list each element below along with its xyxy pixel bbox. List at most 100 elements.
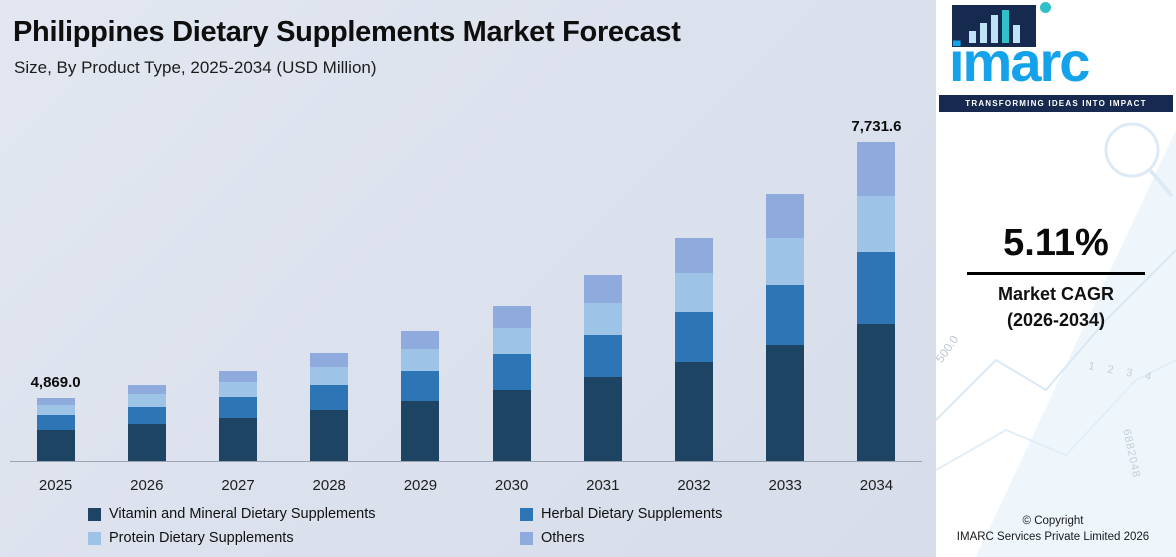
x-axis-label: 2031 bbox=[586, 477, 620, 494]
stacked-bar bbox=[401, 331, 440, 462]
bar-segment bbox=[401, 370, 440, 401]
x-axis-label: 2029 bbox=[403, 477, 438, 494]
bar-column: 2031 bbox=[557, 100, 648, 520]
logo-bar-icon bbox=[1001, 10, 1009, 43]
legend-swatch bbox=[520, 531, 533, 545]
stacked-bar bbox=[127, 385, 166, 462]
bar-segment bbox=[583, 377, 622, 462]
legend-item: Others bbox=[520, 530, 722, 546]
x-axis-label: 2030 bbox=[494, 477, 529, 494]
legend-swatch bbox=[88, 507, 101, 521]
stacked-bar bbox=[492, 305, 531, 462]
copyright: © Copyright IMARC Services Private Limit… bbox=[936, 513, 1170, 546]
x-axis-label: 2027 bbox=[221, 477, 255, 494]
bar-segment bbox=[310, 352, 349, 367]
bar-column: 2026 bbox=[101, 100, 192, 520]
bar-segment bbox=[857, 252, 896, 325]
cagr-value: 5.11% bbox=[1003, 222, 1109, 264]
bar-segment bbox=[310, 384, 349, 410]
copyright-line1: © Copyright bbox=[1022, 514, 1084, 527]
cagr-label: Market CAGR bbox=[997, 284, 1115, 304]
bar-segment bbox=[492, 389, 531, 462]
page-title: Philippines Dietary Supplements Market F… bbox=[13, 16, 681, 48]
bar-column: 7,731.6 2034 bbox=[831, 100, 922, 520]
bar-column: 2030 bbox=[466, 100, 557, 520]
bar-segment bbox=[583, 274, 622, 304]
bar-value-label: 7,731.6 bbox=[851, 118, 902, 135]
bar-segment bbox=[857, 142, 896, 197]
bar-segment bbox=[219, 417, 257, 462]
stacked-bar bbox=[310, 352, 349, 462]
x-axis-label: 2033 bbox=[768, 477, 802, 494]
bar-column: 2029 bbox=[375, 100, 466, 520]
logo-bar-icon bbox=[1012, 25, 1020, 43]
bar-segment bbox=[766, 238, 805, 285]
bar-segment bbox=[401, 400, 440, 462]
bar-segment bbox=[492, 305, 531, 328]
bar-segment bbox=[675, 311, 714, 363]
legend-item: Herbal Dietary Supplements bbox=[520, 506, 722, 522]
bar-column: 2033 bbox=[740, 100, 831, 520]
logo-bar-icon bbox=[968, 31, 976, 43]
bar-segment bbox=[219, 381, 257, 397]
logo-bar-icon bbox=[979, 23, 987, 43]
bar-column: 2032 bbox=[648, 100, 739, 520]
stacked-bar bbox=[766, 194, 805, 462]
bar-segment bbox=[766, 194, 805, 239]
bar-segment bbox=[127, 424, 166, 462]
plot-columns: 4,869.0 2025 2026 2027 2028 2029 2030 2031 2032 2… bbox=[10, 100, 922, 520]
bar-segment bbox=[675, 238, 714, 274]
legend-swatch bbox=[88, 531, 101, 545]
bar-segment bbox=[492, 327, 531, 355]
bar-segment bbox=[675, 362, 714, 462]
bar-segment bbox=[492, 354, 531, 390]
bar-segment bbox=[219, 370, 257, 382]
bar-segment bbox=[36, 398, 75, 406]
bar-segment bbox=[583, 334, 622, 378]
x-axis-label: 2032 bbox=[677, 477, 711, 494]
legend-item: Vitamin and Mineral Dietary Supplements bbox=[88, 506, 520, 522]
bar-column: 2028 bbox=[284, 100, 375, 520]
bar-segment bbox=[36, 415, 75, 430]
logo-bar-icon bbox=[990, 15, 998, 43]
imarc-logo-text: imarc bbox=[949, 30, 1090, 93]
bar-segment bbox=[127, 394, 166, 407]
x-axis-label: 2034 bbox=[859, 477, 894, 494]
brand-panel: 500.0 1 2 3 4 6882048 imarc TRANSFORMING… bbox=[933, 0, 1176, 557]
stacked-bar bbox=[36, 398, 75, 462]
bar-value-label: 4,869.0 bbox=[30, 374, 81, 391]
bar-segment bbox=[401, 349, 440, 371]
logo-dot-icon bbox=[1040, 2, 1051, 13]
stacked-bar bbox=[219, 370, 257, 462]
bar-segment bbox=[583, 303, 622, 335]
legend: Vitamin and Mineral Dietary Supplements H… bbox=[88, 506, 722, 546]
bar-segment bbox=[310, 409, 349, 462]
stacked-bar bbox=[675, 238, 714, 462]
legend-label: Protein Dietary Supplements bbox=[109, 530, 294, 546]
legend-swatch bbox=[520, 507, 533, 521]
bar-segment bbox=[857, 324, 896, 462]
bar-segment bbox=[36, 430, 75, 462]
brand-tagline: TRANSFORMING IDEAS INTO IMPACT bbox=[939, 95, 1173, 112]
cagr-underline bbox=[967, 272, 1145, 275]
copyright-line2: IMARC Services Private Limited 2026 bbox=[956, 531, 1150, 544]
legend-label: Herbal Dietary Supplements bbox=[541, 506, 723, 522]
page-subtitle: Size, By Product Type, 2025-2034 (USD Mi… bbox=[14, 58, 377, 77]
legend-label: Others bbox=[541, 530, 585, 546]
bar-segment bbox=[310, 366, 349, 385]
bar-segment bbox=[857, 196, 896, 253]
stacked-bar bbox=[857, 142, 896, 462]
bar-segment bbox=[766, 344, 805, 462]
cagr-period: (2026-2034) bbox=[1006, 310, 1106, 330]
bar-segment bbox=[219, 396, 257, 418]
stacked-bar-chart: 4,869.0 2025 2026 2027 2028 2029 2030 2031 2032 2… bbox=[10, 100, 922, 520]
decorative-graphics bbox=[936, 122, 1176, 557]
bar-column: 4,869.0 2025 bbox=[10, 100, 101, 520]
legend-item: Protein Dietary Supplements bbox=[88, 530, 520, 546]
x-axis-line bbox=[10, 461, 922, 462]
imarc-logo-icon bbox=[952, 5, 1036, 47]
bar-segment bbox=[127, 385, 166, 395]
bar-column: 2027 bbox=[192, 100, 283, 520]
bar-segment bbox=[675, 273, 714, 312]
